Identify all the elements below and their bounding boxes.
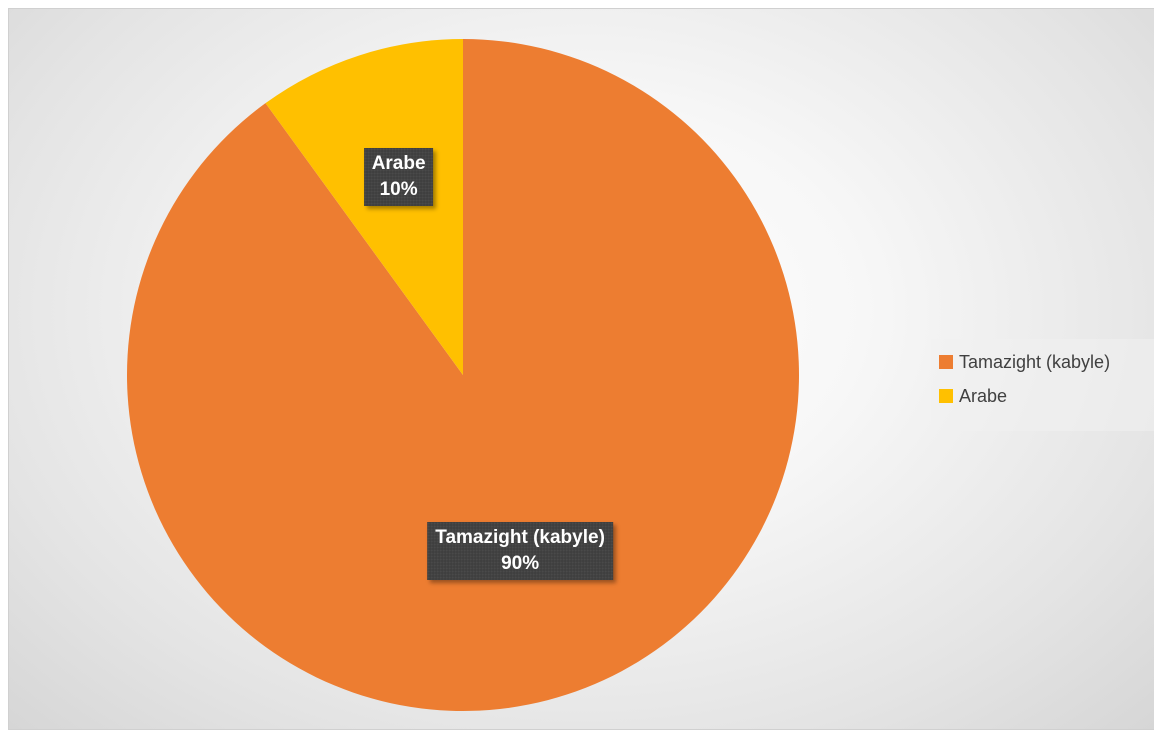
pie-slice-tamazight	[126, 39, 800, 712]
data-label-category: Tamazight (kabyle)	[435, 526, 605, 548]
pie-slices	[126, 39, 800, 712]
legend-swatch	[939, 389, 953, 403]
legend-swatch	[939, 355, 953, 369]
pie-slice-arabe	[265, 39, 463, 375]
legend-item-arabe: Arabe	[931, 379, 1154, 413]
data-label-category: Arabe	[371, 152, 426, 174]
legend: Tamazight (kabyle) Arabe	[931, 339, 1154, 431]
legend-label: Tamazight (kabyle)	[959, 351, 1111, 372]
chart-area: Tamazight (kabyle) 90% Arabe 10% Tamazig…	[8, 8, 1154, 730]
legend-item-tamazight: Tamazight (kabyle)	[931, 345, 1154, 379]
data-label-arabe: Arabe 10%	[363, 147, 434, 206]
data-label-tamazight: Tamazight (kabyle) 90%	[427, 521, 613, 580]
legend-label: Arabe	[959, 385, 1008, 406]
data-label-value: 90%	[501, 552, 540, 574]
pie-chart	[126, 39, 800, 712]
data-label-value: 10%	[379, 178, 418, 200]
